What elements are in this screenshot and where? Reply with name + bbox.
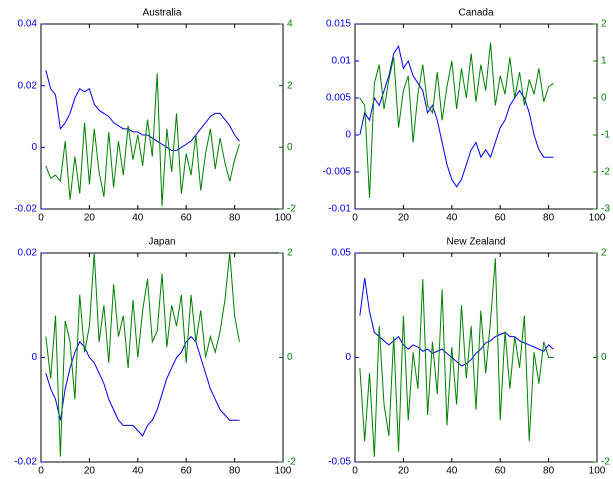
y-tick-label: 0 [345,130,351,141]
x-tick-label: 40 [132,213,144,224]
x-tick-label: 60 [181,466,193,477]
y2-tick-label: -2 [601,167,610,178]
y2-tick-label: 0 [601,352,607,363]
y2-tick-label: 1 [601,56,607,67]
series-line [45,70,240,151]
x-tick-label: 60 [495,466,507,477]
plot-frame [354,23,598,210]
series-line [45,335,240,437]
y-tick-label: 0.04 [18,19,38,30]
series-line [359,278,554,367]
subplot-title: New Zealand [447,237,506,248]
y-tick-label: 0 [345,352,351,363]
x-tick-label: 0 [352,213,358,224]
subplot-title: Canada [458,8,493,19]
x-tick-label: 100 [589,466,606,477]
y2-tick-label: 2 [601,248,607,259]
y2-tick-label: 0 [601,93,607,104]
y2-tick-label: -2 [601,457,610,468]
x-tick-label: 20 [398,466,410,477]
y-tick-label: 0.005 [326,93,351,104]
x-tick-label: 100 [589,213,606,224]
y2-tick-label: 2 [287,80,293,91]
plot-frame [40,23,284,210]
x-tick-label: 40 [132,466,144,477]
y-tick-label: -0.02 [14,457,37,468]
x-tick-label: 40 [446,213,458,224]
y-tick-label: -0.05 [328,457,351,468]
y2-tick-label: -2 [287,457,296,468]
y2-tick-label: -2 [287,204,296,215]
y-tick-label: 0 [31,142,37,153]
y-tick-label: 0.02 [18,80,38,91]
plot-frame [354,252,598,463]
y-tick-label: -0.01 [328,204,351,215]
subplot-title: Australia [143,8,182,19]
y2-tick-label: -1 [601,130,610,141]
x-tick-label: 0 [38,213,44,224]
y-tick-label: -0.005 [323,167,352,178]
x-tick-label: 100 [275,213,292,224]
x-tick-label: 80 [229,213,241,224]
y2-tick-label: -3 [601,204,610,215]
x-tick-label: 20 [84,213,96,224]
x-tick-label: 60 [181,213,193,224]
y-tick-label: -0.02 [14,204,37,215]
subplot-title: Japan [148,237,175,248]
y-tick-label: 0.05 [332,248,352,259]
x-tick-label: 20 [398,213,410,224]
x-tick-label: 0 [38,466,44,477]
series-line [359,258,554,457]
x-tick-label: 60 [495,213,507,224]
x-tick-label: 80 [229,466,241,477]
y-tick-label: 0.01 [332,56,352,67]
y-tick-label: 0.015 [326,19,351,30]
x-tick-label: 40 [446,466,458,477]
y2-tick-label: 4 [287,19,293,30]
series-line [359,44,554,188]
series-line [45,252,240,457]
x-tick-label: 20 [84,466,96,477]
y2-tick-label: 0 [287,352,293,363]
x-tick-label: 100 [275,466,292,477]
y-tick-label: 0.02 [18,248,38,259]
y2-tick-label: 2 [601,19,607,30]
x-tick-label: 80 [543,466,555,477]
y-tick-label: 0 [31,352,37,363]
x-tick-label: 80 [543,213,555,224]
x-tick-label: 0 [352,466,358,477]
y2-tick-label: 2 [287,248,293,259]
y2-tick-label: 0 [287,142,293,153]
series-line [359,42,554,198]
series-line [45,73,240,206]
